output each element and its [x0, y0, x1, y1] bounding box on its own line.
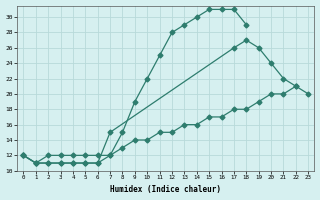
X-axis label: Humidex (Indice chaleur): Humidex (Indice chaleur) — [110, 185, 221, 194]
